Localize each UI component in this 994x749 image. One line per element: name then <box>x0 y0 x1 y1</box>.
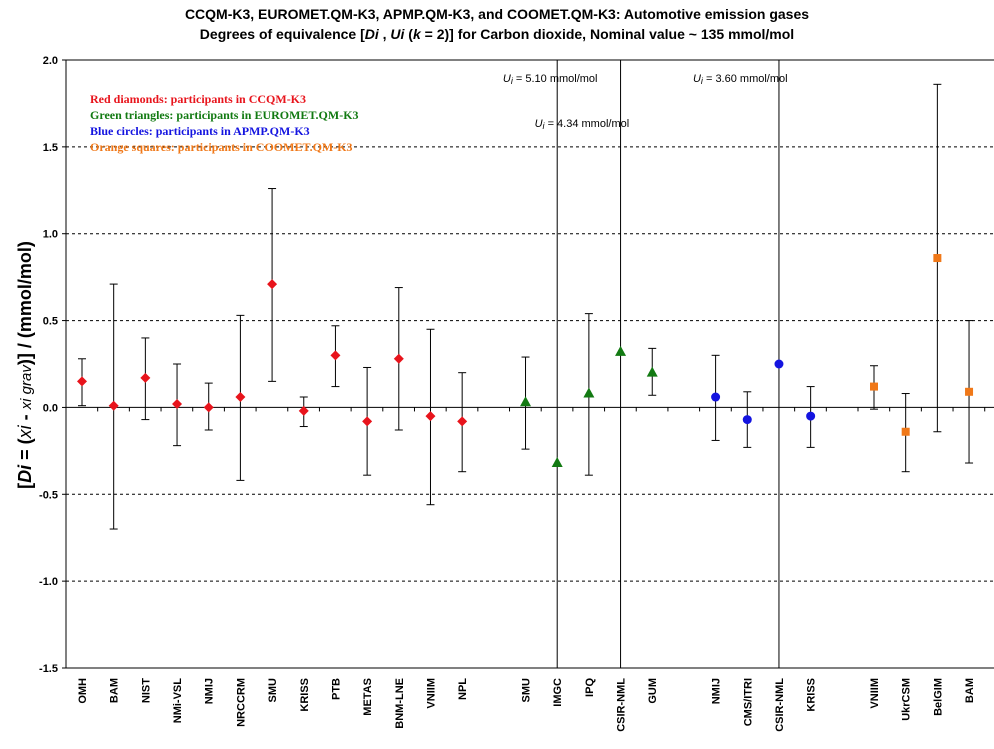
diamond-marker <box>77 376 87 387</box>
x-category-label: NMIJ <box>204 678 216 704</box>
square-marker <box>870 382 878 391</box>
diamond-marker <box>298 405 309 416</box>
uncertainty-annotation: Ui = 3.60 mmol/mol <box>693 73 788 86</box>
y-tick-label: 0.0 <box>43 402 58 414</box>
x-category-label: NPL <box>457 678 469 700</box>
y-tick-label: -0.5 <box>39 489 58 501</box>
x-category-label: BAM <box>964 678 976 703</box>
x-category-label: GUM <box>647 678 659 704</box>
x-category-label: CSIR-NML <box>616 678 628 732</box>
diamond-marker <box>267 279 278 290</box>
legend-entry: Green triangles: participants in EUROMET… <box>90 108 359 122</box>
x-category-label: PTB <box>330 678 342 700</box>
annotations: Ui = 5.10 mmol/mol Ui = 4.34 mmol/mol Ui =… <box>503 73 788 131</box>
x-category-label: CSIR-NML <box>774 678 786 732</box>
y-tick-labels: 2.0 1.5 1.0 0.5 0.0 -0.5 -1.0 -1.5 <box>39 55 58 675</box>
y-tick-label: 1.0 <box>43 229 58 241</box>
y-tick-label: -1.0 <box>39 576 58 588</box>
diamond-marker <box>330 350 341 361</box>
triangle-marker <box>583 387 595 398</box>
x-category-label: VNIIM <box>869 678 881 709</box>
x-category-label: KRISS <box>806 678 818 712</box>
legend-entry: Blue circles: participants in APMP.QM-K3 <box>90 124 310 138</box>
diamond-marker <box>393 353 404 364</box>
diamond-marker <box>108 400 119 411</box>
circle-marker <box>806 411 816 421</box>
diamond-marker <box>140 372 151 383</box>
diamond-marker <box>425 411 436 422</box>
x-category-label: NIST <box>140 678 152 703</box>
diamond-marker <box>235 392 246 403</box>
triangle-marker <box>520 396 532 407</box>
square-marker <box>901 427 910 436</box>
x-category-label: VNIIM <box>425 678 437 709</box>
uncertainty-annotation: Ui = 5.10 mmol/mol <box>503 73 598 86</box>
error-bars <box>78 60 974 668</box>
x-category-label: KRISS <box>299 678 311 712</box>
y-tick-label: 0.5 <box>43 316 58 328</box>
y-tick-label: -1.5 <box>39 663 58 675</box>
axes <box>62 59 994 669</box>
y-tick-label: 1.5 <box>43 142 58 154</box>
diamond-marker <box>362 416 373 427</box>
diamond-marker <box>457 416 468 427</box>
legend-entry: Red diamonds: participants in CCQM-K3 <box>90 92 306 106</box>
x-category-label: NRCCRM <box>235 678 247 727</box>
square-marker <box>933 254 942 263</box>
x-category-label: NMi-VSL <box>172 678 184 724</box>
triangle-marker <box>615 345 627 356</box>
square-marker <box>965 387 974 396</box>
chart-title: CCQM-K3, EUROMET.QM-K3, APMP.QM-K3, and … <box>185 6 809 22</box>
x-category-label: NMIJ <box>711 678 723 704</box>
y-tick-label: 2.0 <box>43 55 58 67</box>
x-category-label: BAM <box>109 678 121 703</box>
legend: Red diamonds: participants in CCQM-K3 Gre… <box>90 92 359 154</box>
data-markers <box>77 254 974 468</box>
chart-subtitle: Degrees of equivalence [Di , Ui (k = 2)]… <box>200 26 794 42</box>
triangle-marker <box>551 457 563 468</box>
circle-marker <box>774 359 784 369</box>
circle-marker <box>711 392 721 402</box>
x-category-label: SMU <box>521 678 533 703</box>
x-category-label: BelGIM <box>932 678 944 716</box>
diamond-marker <box>203 402 214 413</box>
x-category-labels: OMH BAM NIST NMi-VSL NMIJ NRCCRM SMU KRISS PTB ME… <box>77 678 976 732</box>
uncertainty-annotation: Ui = 4.34 mmol/mol <box>535 118 630 131</box>
x-category-label: IPQ <box>584 678 596 697</box>
x-category-label: OMH <box>77 678 89 704</box>
x-category-label: CMS/ITRI <box>742 678 754 726</box>
gridlines <box>66 146 994 582</box>
x-category-label: BNM-LNE <box>394 678 406 729</box>
x-category-label: SMU <box>267 678 279 703</box>
circle-marker <box>742 415 752 425</box>
diamond-marker <box>172 398 183 409</box>
legend-entry: Orange squares: participants in COOMET.Q… <box>90 140 353 154</box>
y-axis-label: [Di = (xi - xi grav)] / (mmol/mol) <box>15 241 35 489</box>
triangle-marker <box>646 366 658 377</box>
x-category-label: METAS <box>362 678 374 716</box>
x-category-label: UkrCSM <box>901 678 913 721</box>
x-category-label: IMGC <box>552 678 564 707</box>
